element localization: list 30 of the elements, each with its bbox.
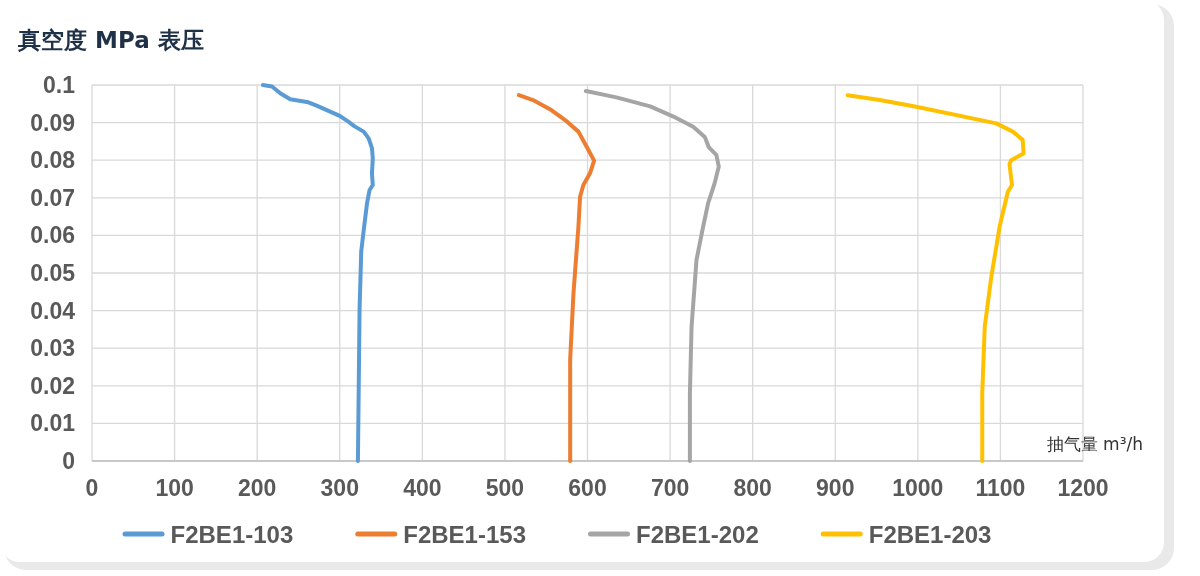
y-axis-title: 真空度 MPa 表压 [17, 27, 204, 53]
x-tick-label: 300 [320, 475, 359, 501]
legend-label: F2BE1-103 [170, 520, 294, 548]
legend-label: F2BE1-203 [868, 520, 992, 548]
x-tick-label: 900 [816, 475, 855, 501]
legend-label: F2BE1-202 [636, 520, 759, 548]
x-axis-title: 抽气量 m³/h [1046, 434, 1143, 454]
y-tick-label: 0.01 [30, 410, 76, 437]
x-tick-label: 400 [403, 475, 442, 501]
y-tick-label: 0.04 [30, 297, 76, 324]
y-tick-label: 0.02 [30, 372, 75, 399]
y-tick-label: 0.03 [30, 335, 75, 362]
y-tick-label: 0.1 [43, 72, 76, 98]
y-tick-label: 0.05 [30, 260, 76, 286]
y-tick-label: 0.09 [30, 109, 75, 136]
x-tick-label: 1000 [892, 475, 944, 501]
x-tick-label: 800 [733, 475, 772, 501]
legend-label: F2BE1-153 [403, 520, 526, 548]
y-tick-label: 0.07 [30, 184, 75, 211]
x-tick-label: 200 [237, 475, 277, 501]
x-tick-label: 600 [568, 475, 607, 501]
x-tick-label: 1100 [975, 475, 1026, 501]
x-tick-label: 100 [155, 475, 194, 501]
y-tick-label: 0.08 [30, 147, 76, 174]
x-tick-label: 1200 [1057, 475, 1109, 501]
y-tick-label: 0 [62, 448, 75, 474]
x-tick-label: 0 [85, 475, 99, 501]
y-tick-label: 0.06 [30, 222, 75, 249]
x-tick-label: 700 [650, 475, 690, 501]
x-tick-label: 500 [485, 475, 525, 501]
